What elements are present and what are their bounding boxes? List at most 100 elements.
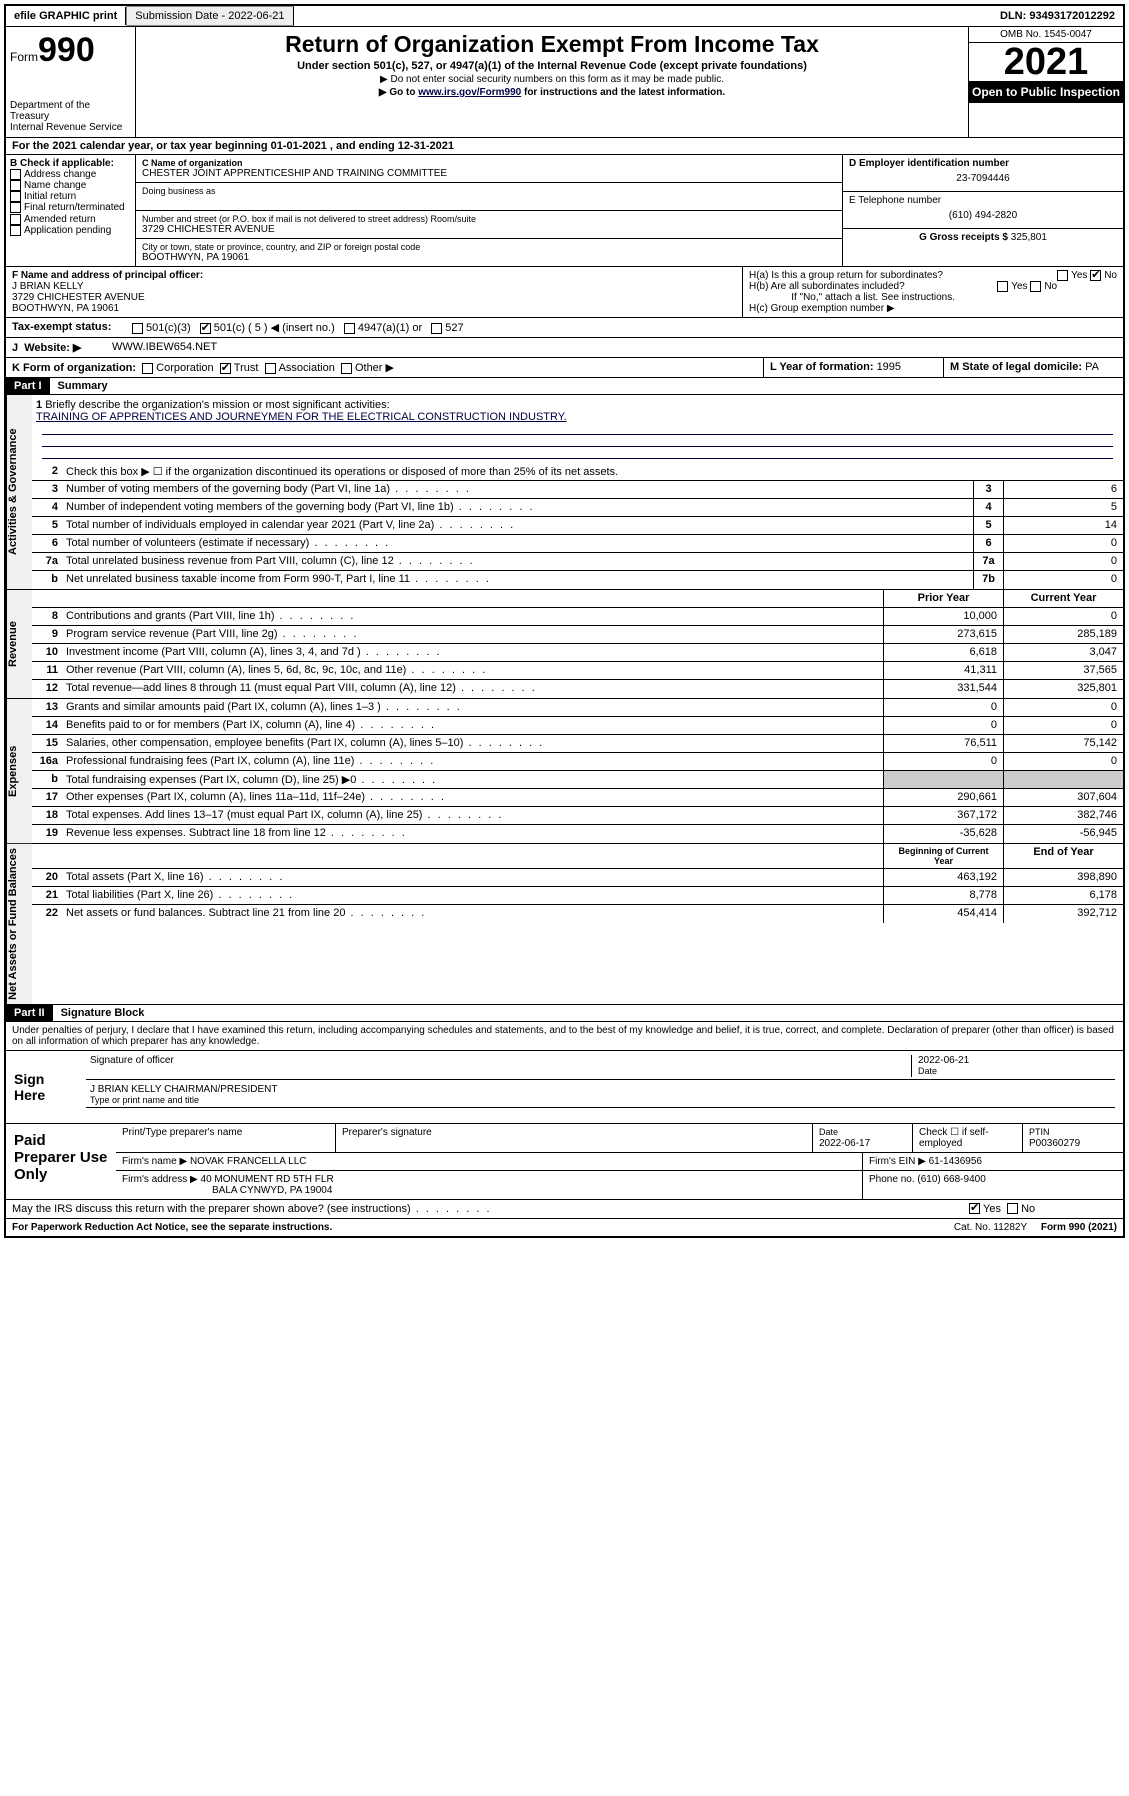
row-j-website: J Website: ▶ WWW.IBEW654.NET <box>6 338 1123 358</box>
line-16a: 16aProfessional fundraising fees (Part I… <box>32 753 1123 771</box>
open-inspection: Open to Public Inspection <box>969 81 1123 103</box>
line-18: 18Total expenses. Add lines 13–17 (must … <box>32 807 1123 825</box>
efile-label: efile GRAPHIC print <box>6 7 126 25</box>
vtab-expenses: Expenses <box>6 699 32 843</box>
ptin: P00360279 <box>1029 1138 1080 1149</box>
box-f: F Name and address of principal officer:… <box>6 267 743 317</box>
cb-initial-return[interactable]: Initial return <box>10 191 131 202</box>
cb-assoc[interactable] <box>265 363 276 374</box>
firm-name: NOVAK FRANCELLA LLC <box>190 1156 307 1167</box>
topbar: efile GRAPHIC print Submission Date - 20… <box>6 6 1123 27</box>
vtab-revenue: Revenue <box>6 590 32 698</box>
submission-date-btn[interactable]: Submission Date - 2022-06-21 <box>126 6 293 26</box>
row-k-l-m: K Form of organization: Corporation Trus… <box>6 358 1123 378</box>
box-b: B Check if applicable: Address change Na… <box>6 155 136 266</box>
footer: For Paperwork Reduction Act Notice, see … <box>6 1219 1123 1236</box>
phone: (610) 494-2820 <box>849 206 1117 225</box>
vtab-netassets: Net Assets or Fund Balances <box>6 844 32 1004</box>
tax-year: 2021 <box>969 43 1123 81</box>
firm-ein: Firm's EIN ▶ 61-1436956 <box>863 1153 1123 1170</box>
discuss-row: May the IRS discuss this return with the… <box>6 1200 1123 1219</box>
part-1-header: Part I Summary <box>6 378 1123 395</box>
section-b-to-g: B Check if applicable: Address change Na… <box>6 155 1123 267</box>
vtab-governance: Activities & Governance <box>6 395 32 589</box>
line-19: 19Revenue less expenses. Subtract line 1… <box>32 825 1123 843</box>
line-22: 22Net assets or fund balances. Subtract … <box>32 905 1123 923</box>
sign-here: Sign Here Signature of officer2022-06-21… <box>6 1051 1123 1124</box>
cb-address-change[interactable]: Address change <box>10 169 131 180</box>
perjury-text: Under penalties of perjury, I declare th… <box>6 1022 1123 1051</box>
line-4: 4Number of independent voting members of… <box>32 499 1123 517</box>
netassets-section: Net Assets or Fund Balances Beginning of… <box>6 844 1123 1005</box>
box-h: H(a) Is this a group return for subordin… <box>743 267 1123 317</box>
line-20: 20Total assets (Part X, line 16)463,1923… <box>32 869 1123 887</box>
org-address: 3729 CHICHESTER AVENUE <box>142 224 836 235</box>
ha-yes[interactable] <box>1057 270 1068 281</box>
dept-label: Department of the Treasury Internal Reve… <box>10 100 131 133</box>
line-17: 17Other expenses (Part IX, column (A), l… <box>32 789 1123 807</box>
line-10: 10Investment income (Part VIII, column (… <box>32 644 1123 662</box>
box-d-e-g: D Employer identification number 23-7094… <box>843 155 1123 266</box>
ha-no[interactable] <box>1090 270 1101 281</box>
firm-phone: Phone no. (610) 668-9400 <box>863 1171 1123 1199</box>
org-city: BOOTHWYN, PA 19061 <box>142 252 836 263</box>
cb-corp[interactable] <box>142 363 153 374</box>
cb-trust[interactable] <box>220 363 231 374</box>
line-b: bTotal fundraising expenses (Part IX, co… <box>32 771 1123 789</box>
cb-501c3[interactable] <box>132 323 143 334</box>
prep-date: 2022-06-17 <box>819 1138 870 1149</box>
discuss-no[interactable] <box>1007 1203 1018 1214</box>
officer-name: J BRIAN KELLY CHAIRMAN/PRESIDENT <box>90 1084 1111 1095</box>
row-i-tax-status: Tax-exempt status: 501(c)(3) 501(c) ( 5 … <box>6 318 1123 338</box>
revenue-section: Revenue Prior YearCurrent Year 8Contribu… <box>6 590 1123 699</box>
cb-other[interactable] <box>341 363 352 374</box>
cb-final-return[interactable]: Final return/terminated <box>10 202 131 213</box>
subtitle-3: ▶ Go to www.irs.gov/Form990 for instruct… <box>144 87 960 98</box>
form-title: Return of Organization Exempt From Incom… <box>144 31 960 58</box>
header-mid: Return of Organization Exempt From Incom… <box>136 27 968 137</box>
org-name: CHESTER JOINT APPRENTICESHIP AND TRAININ… <box>142 168 836 179</box>
cb-501c[interactable] <box>200 323 211 334</box>
line-11: 11Other revenue (Part VIII, column (A), … <box>32 662 1123 680</box>
mission-text: TRAINING OF APPRENTICES AND JOURNEYMEN F… <box>36 411 567 423</box>
header: Form990 Department of the Treasury Inter… <box>6 27 1123 138</box>
line-5: 5Total number of individuals employed in… <box>32 517 1123 535</box>
line-12: 12Total revenue—add lines 8 through 11 (… <box>32 680 1123 698</box>
row-a-tax-year: For the 2021 calendar year, or tax year … <box>6 138 1123 155</box>
dln: DLN: 93493172012292 <box>992 7 1123 25</box>
line-7a: 7aTotal unrelated business revenue from … <box>32 553 1123 571</box>
hb-no[interactable] <box>1030 281 1041 292</box>
line-6: 6Total number of volunteers (estimate if… <box>32 535 1123 553</box>
line-13: 13Grants and similar amounts paid (Part … <box>32 699 1123 717</box>
state-domicile: PA <box>1085 361 1099 373</box>
line-3: 3Number of voting members of the governi… <box>32 481 1123 499</box>
paid-preparer: Paid Preparer Use Only Print/Type prepar… <box>6 1124 1123 1200</box>
expenses-section: Expenses 13Grants and similar amounts pa… <box>6 699 1123 844</box>
activities-governance: Activities & Governance 1 Briefly descri… <box>6 395 1123 590</box>
ein: 23-7094446 <box>849 169 1117 188</box>
line-8: 8Contributions and grants (Part VIII, li… <box>32 608 1123 626</box>
cb-name-change[interactable]: Name change <box>10 180 131 191</box>
header-left: Form990 Department of the Treasury Inter… <box>6 27 136 137</box>
section-f-h: F Name and address of principal officer:… <box>6 267 1123 318</box>
cb-application[interactable]: Application pending <box>10 225 131 236</box>
cb-amended[interactable]: Amended return <box>10 214 131 225</box>
line-21: 21Total liabilities (Part X, line 26)8,7… <box>32 887 1123 905</box>
cb-4947[interactable] <box>344 323 355 334</box>
line-9: 9Program service revenue (Part VIII, lin… <box>32 626 1123 644</box>
subtitle-2: ▶ Do not enter social security numbers o… <box>144 74 960 85</box>
form-990-page: efile GRAPHIC print Submission Date - 20… <box>4 4 1125 1238</box>
irs-link[interactable]: www.irs.gov/Form990 <box>418 87 521 98</box>
line-15: 15Salaries, other compensation, employee… <box>32 735 1123 753</box>
gross-receipts: 325,801 <box>1011 232 1047 243</box>
website-url: WWW.IBEW654.NET <box>106 338 223 357</box>
subtitle-1: Under section 501(c), 527, or 4947(a)(1)… <box>144 60 960 72</box>
line-b: bNet unrelated business taxable income f… <box>32 571 1123 589</box>
part-2-header: Part II Signature Block <box>6 1005 1123 1022</box>
line-14: 14Benefits paid to or for members (Part … <box>32 717 1123 735</box>
discuss-yes[interactable] <box>969 1203 980 1214</box>
hb-yes[interactable] <box>997 281 1008 292</box>
year-formation: 1995 <box>877 361 901 373</box>
cb-527[interactable] <box>431 323 442 334</box>
header-right: OMB No. 1545-0047 2021 Open to Public In… <box>968 27 1123 137</box>
